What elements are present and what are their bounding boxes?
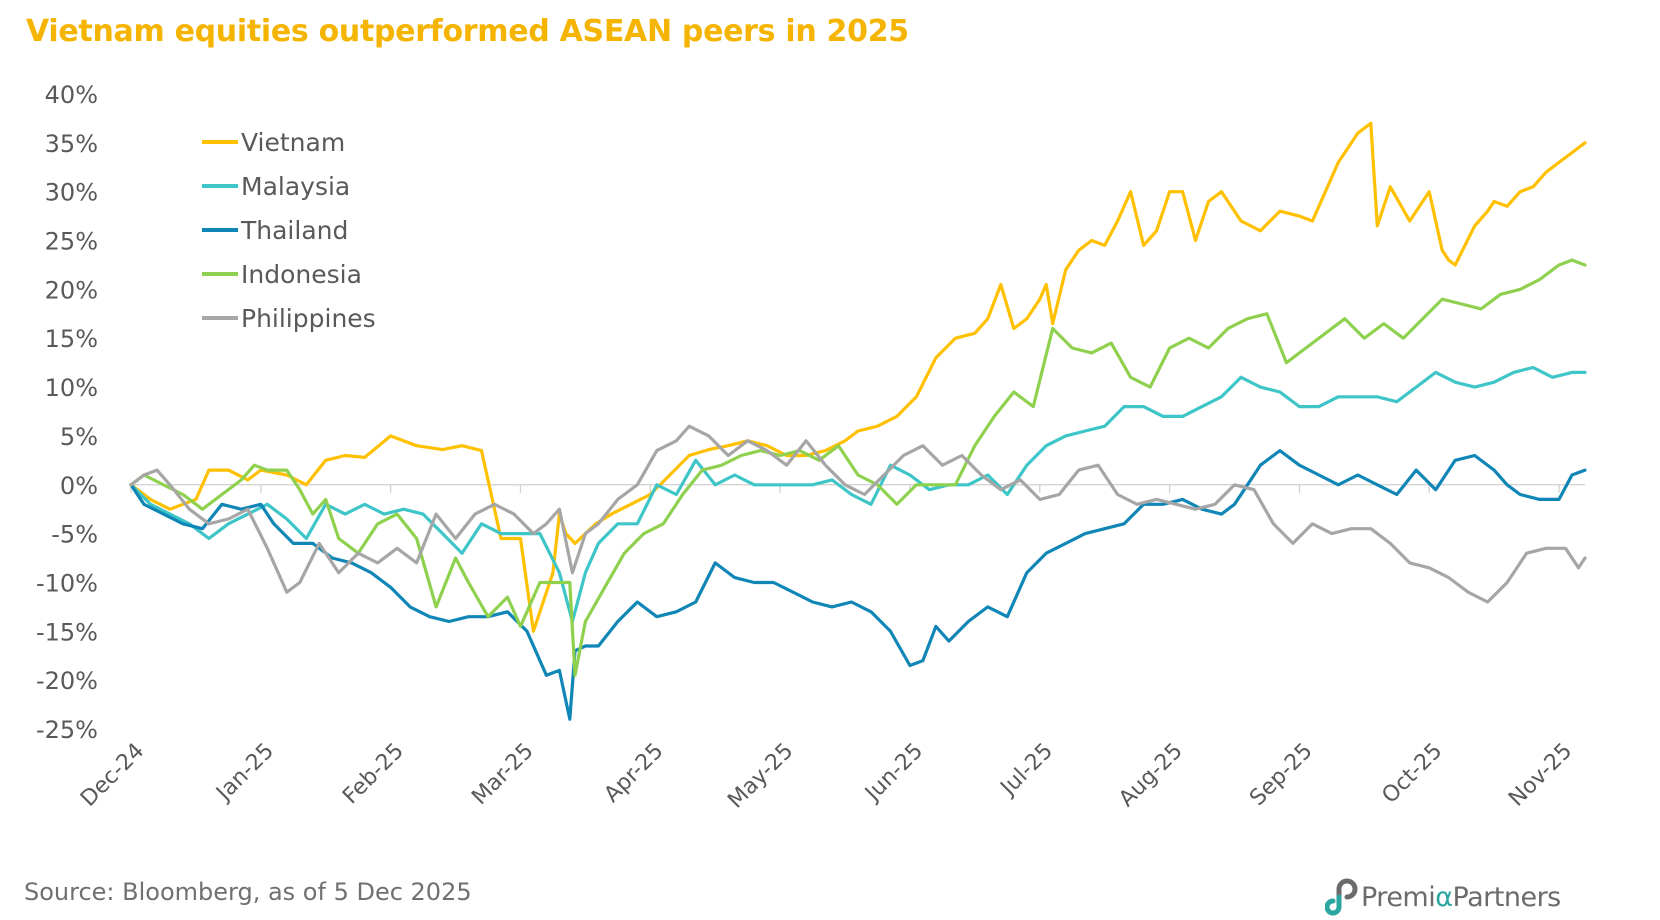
series-line-thailand bbox=[129, 449, 1587, 721]
y-tick-label: 0% bbox=[60, 472, 98, 500]
series-lines bbox=[129, 121, 1587, 721]
logo-text-premi: Premi bbox=[1361, 881, 1436, 913]
series-line-vietnam bbox=[129, 121, 1587, 633]
legend-label-indonesia: Indonesia bbox=[241, 260, 362, 289]
y-tick-label: -10% bbox=[36, 569, 98, 597]
x-tick-label: Dec-24 bbox=[76, 739, 149, 812]
legend-label-thailand: Thailand bbox=[240, 216, 348, 245]
x-tick-label: Jun-25 bbox=[859, 739, 928, 808]
x-tick-label: Aug-25 bbox=[1114, 739, 1187, 812]
x-tick-label: Jul-25 bbox=[995, 739, 1058, 802]
y-tick-label: 40% bbox=[45, 81, 98, 109]
x-tick-label: Apr-25 bbox=[600, 739, 669, 808]
x-tick-label: Nov-25 bbox=[1504, 739, 1577, 812]
y-tick-label: 25% bbox=[45, 228, 98, 256]
logo-text-alpha: α bbox=[1435, 881, 1453, 913]
y-tick-label: -5% bbox=[51, 521, 98, 549]
x-tick-label: Feb-25 bbox=[338, 739, 409, 810]
legend-label-malaysia: Malaysia bbox=[241, 172, 350, 201]
series-line-indonesia bbox=[129, 258, 1587, 677]
x-tick-label: Oct-25 bbox=[1377, 739, 1447, 809]
y-tick-label: -15% bbox=[36, 618, 98, 646]
y-tick-label: -25% bbox=[36, 716, 98, 744]
logo-mark-icon bbox=[1325, 878, 1358, 916]
series-line-malaysia bbox=[129, 365, 1587, 624]
logo-text-partners: Partners bbox=[1452, 881, 1562, 913]
legend-label-philippines: Philippines bbox=[241, 304, 376, 333]
source-note: Source: Bloomberg, as of 5 Dec 2025 bbox=[24, 878, 472, 906]
x-tick-label: May-25 bbox=[723, 739, 798, 814]
y-tick-label: 5% bbox=[60, 423, 98, 451]
y-tick-label: 30% bbox=[45, 179, 98, 207]
x-tick-label: Sep-25 bbox=[1245, 739, 1317, 811]
y-axis: 40% 35% 30% 25% 20% 15% 10% 5% 0% -5% -10% -15% -20%… bbox=[36, 81, 98, 744]
legend-label-vietnam: Vietnam bbox=[241, 128, 345, 157]
y-tick-label: -20% bbox=[36, 667, 98, 695]
line-chart: 40% 35% 30% 25% 20% 15% 10% 5% 0% -5% -10% -15% -20%… bbox=[36, 81, 1587, 814]
series-line-philippines bbox=[129, 424, 1587, 604]
x-tick-label: Mar-25 bbox=[467, 739, 538, 810]
y-tick-label: 35% bbox=[45, 130, 98, 158]
chart-title: Vietnam equities outperformed ASEAN peer… bbox=[26, 14, 909, 49]
y-tick-label: 15% bbox=[45, 325, 98, 353]
premia-partners-logo: Premi α Partners bbox=[1325, 877, 1561, 917]
y-tick-label: 20% bbox=[45, 276, 98, 304]
y-tick-label: 10% bbox=[45, 374, 98, 402]
legend: Vietnam Malaysia Thailand Indonesia Philippi… bbox=[202, 128, 376, 333]
x-tick-label: Jan-25 bbox=[211, 739, 279, 807]
